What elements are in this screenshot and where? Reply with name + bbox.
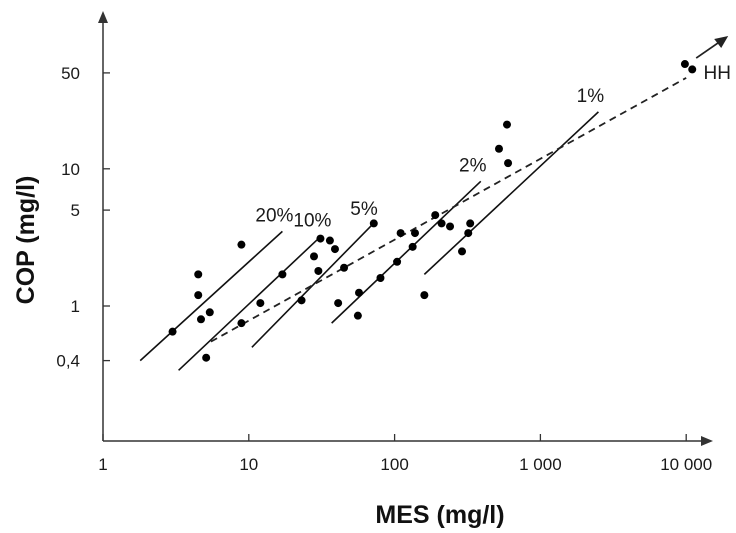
data-point [168, 327, 177, 336]
ratio-line-label: 2% [459, 155, 487, 176]
data-point [316, 234, 325, 243]
data-point [688, 65, 697, 74]
y-tick-label: 0,4 [56, 352, 80, 371]
annotation-label: HH [704, 63, 731, 84]
ratio-line-label: 1% [577, 86, 605, 107]
x-tick-label: 10 [239, 455, 258, 474]
data-point [408, 242, 417, 251]
data-point [334, 299, 343, 308]
trend [210, 77, 687, 343]
x-ticks: 1 10 100 1 000 10 000 [98, 434, 712, 474]
annotations: HH [695, 36, 731, 84]
data-point [431, 211, 440, 220]
axes [98, 11, 713, 446]
y-tick-label: 1 [71, 297, 80, 316]
ratio-line [178, 236, 321, 371]
data-point [196, 315, 205, 324]
data-point [205, 308, 214, 317]
data-point [256, 299, 265, 308]
data-point [680, 60, 689, 69]
data-point [420, 291, 429, 300]
data-point [376, 273, 385, 282]
data-point [330, 245, 339, 254]
data-point [410, 229, 419, 238]
y-axis-title: COP (mg/l) [12, 176, 40, 305]
x-tick-label: 10 000 [660, 455, 712, 474]
data-point [314, 266, 323, 275]
y-ticks: 0,4 1 5 10 50 [56, 64, 110, 371]
data-point [437, 219, 446, 228]
x-tick-label: 1 000 [519, 455, 562, 474]
y-tick-label: 10 [61, 160, 80, 179]
ratio-line [251, 224, 373, 348]
data-point [464, 229, 473, 238]
y-axis-arrow-icon [98, 11, 108, 23]
data-point [466, 219, 475, 228]
hh-arrow-icon [714, 36, 729, 49]
data-point [355, 288, 364, 297]
trend-line [210, 77, 687, 343]
ratio-line-label: 10% [293, 211, 331, 232]
x-tick-label: 1 [98, 455, 107, 474]
points [168, 60, 697, 362]
data-point [369, 219, 378, 228]
x-tick-label: 100 [380, 455, 408, 474]
data-point [297, 296, 306, 305]
data-point [502, 120, 511, 129]
x-axis-arrow-icon [701, 436, 713, 446]
ratio-line-label: 20% [255, 205, 293, 226]
data-point [325, 236, 334, 245]
data-point [396, 229, 405, 238]
data-point [494, 144, 503, 153]
ratio-lines: 20% 10% 5% 2% 1% [139, 86, 605, 371]
ratio-line [423, 111, 599, 275]
data-point [504, 159, 513, 168]
data-point [353, 311, 362, 320]
data-point [202, 353, 211, 362]
data-point [446, 222, 455, 231]
data-point [458, 247, 467, 256]
data-point [309, 252, 318, 261]
x-axis-title: MES (mg/l) [375, 501, 504, 529]
data-point [194, 270, 203, 279]
data-point [278, 270, 287, 279]
ratio-line [139, 230, 283, 362]
data-point [393, 257, 402, 266]
data-point [237, 240, 246, 249]
y-tick-label: 50 [61, 64, 80, 83]
data-point [237, 319, 246, 328]
data-point [340, 263, 349, 272]
data-point [194, 291, 203, 300]
y-tick-label: 5 [71, 201, 80, 220]
ratio-line-label: 5% [350, 199, 378, 220]
